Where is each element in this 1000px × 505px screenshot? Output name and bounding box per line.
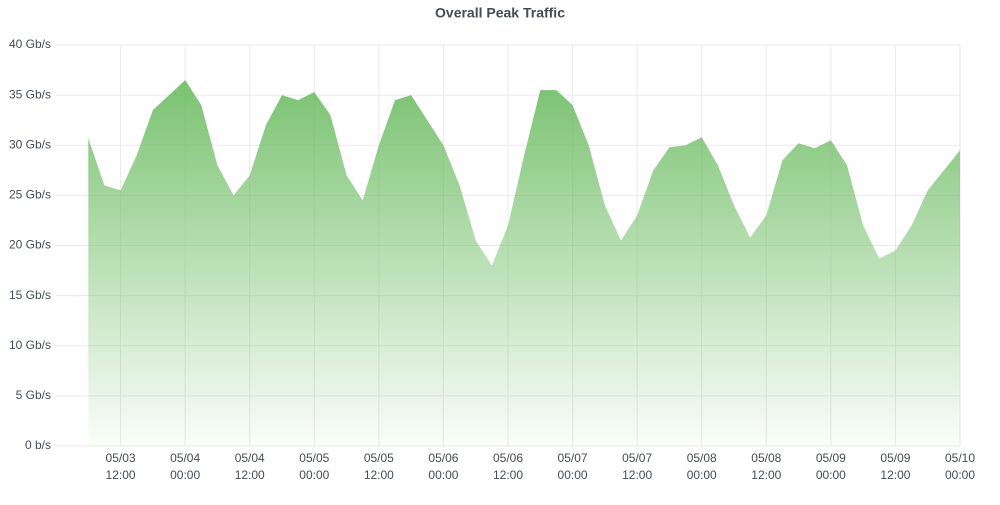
y-tick-label: 10 Gb/s [9, 338, 51, 352]
x-tick-label: 12:00 [493, 468, 523, 482]
x-tick-label: 12:00 [751, 468, 781, 482]
x-tick-label: 05/07 [622, 451, 652, 465]
x-tick-label: 05/04 [170, 451, 200, 465]
x-tick-label: 12:00 [880, 468, 910, 482]
y-tick-label: 20 Gb/s [9, 238, 51, 252]
x-tick-label: 05/05 [299, 451, 329, 465]
y-tick-label: 5 Gb/s [16, 388, 51, 402]
x-tick-label: 05/06 [428, 451, 458, 465]
y-tick-label: 30 Gb/s [9, 137, 51, 151]
x-tick-label: 05/07 [558, 451, 588, 465]
x-tick-label: 05/08 [687, 451, 717, 465]
x-tick-label: 00:00 [816, 468, 846, 482]
x-tick-label: 05/08 [751, 451, 781, 465]
x-tick-label: 05/10 [945, 451, 975, 465]
x-tick-label: 12:00 [622, 468, 652, 482]
x-tick-label: 12:00 [364, 468, 394, 482]
y-tick-label: 25 Gb/s [9, 188, 51, 202]
x-tick-label: 05/09 [880, 451, 910, 465]
x-tick-label: 12:00 [106, 468, 136, 482]
x-tick-label: 05/05 [364, 451, 394, 465]
x-tick-label: 00:00 [687, 468, 717, 482]
y-tick-label: 15 Gb/s [9, 288, 51, 302]
area [88, 80, 961, 447]
x-tick-label: 05/06 [493, 451, 523, 465]
chart-title: Overall Peak Traffic [435, 5, 565, 21]
y-tick-label: 35 Gb/s [9, 87, 51, 101]
x-tick-label: 00:00 [299, 468, 329, 482]
x-tick-label: 05/09 [816, 451, 846, 465]
x-tick-label: 05/04 [235, 451, 265, 465]
x-tick-label: 12:00 [235, 468, 265, 482]
y-tick-label: 0 b/s [25, 438, 51, 452]
x-tick-label: 00:00 [170, 468, 200, 482]
x-tick-label: 00:00 [428, 468, 458, 482]
x-tick-label: 05/03 [106, 451, 136, 465]
x-tick-label: 00:00 [945, 468, 975, 482]
x-tick-label: 00:00 [558, 468, 588, 482]
y-tick-label: 40 Gb/s [9, 37, 51, 51]
